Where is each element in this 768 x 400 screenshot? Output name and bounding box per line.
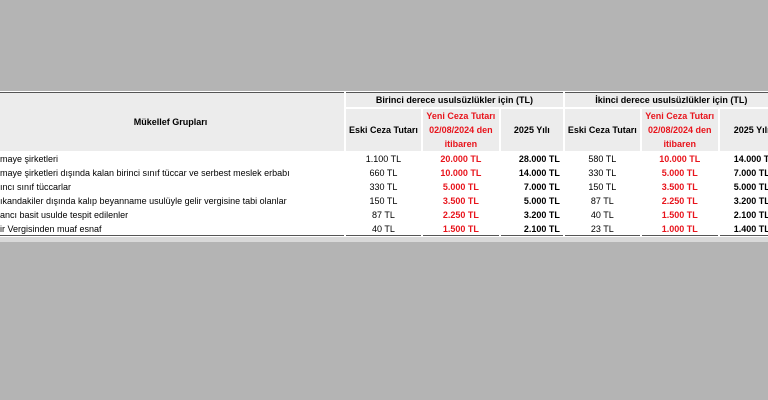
year-2025-2: 2.100 TL xyxy=(717,207,768,223)
taxpayer-group: ir Vergisinden muaf esnaf xyxy=(0,221,346,237)
first-degree-header: Birinci derece usulsüzlükler için (TL) xyxy=(344,91,565,109)
table-row: maye şirketleri 1.100 TL 20.000 TL 28.000 T… xyxy=(0,151,768,167)
taxpayer-group: ıkandakiler dışında kalıp beyanname usul… xyxy=(0,193,346,209)
year-2025-1: 14.000 TL xyxy=(498,165,565,181)
group-header: Mükellef Grupları xyxy=(0,91,346,153)
old-penalty-1: 40 TL xyxy=(344,221,423,237)
old-penalty-2: 580 TL xyxy=(562,151,642,167)
new-penalty-1: 1.500 TL xyxy=(420,221,501,237)
old-penalty-1: 87 TL xyxy=(344,207,423,223)
new-penalty-1: 2.250 TL xyxy=(420,207,501,223)
new-penalty-1: 10.000 TL xyxy=(420,165,501,181)
new-penalty-2: 10.000 TL xyxy=(639,151,720,167)
taxpayer-group: ıncı sınıf tüccarlar xyxy=(0,179,346,195)
taxpayer-group: maye şirketleri dışında kalan birinci sı… xyxy=(0,165,346,181)
old-penalty-2: 40 TL xyxy=(562,207,642,223)
spreadsheet-area: Mükellef Grupları Birinci derece usulsüz… xyxy=(0,91,768,242)
table-row: maye şirketleri dışında kalan birinci sı… xyxy=(0,165,768,181)
year-2025-1: 3.200 TL xyxy=(498,207,565,223)
new-penalty-header-2-line2: 02/08/2024 den xyxy=(647,125,712,135)
old-penalty-1: 330 TL xyxy=(344,179,423,195)
new-penalty-header-2-line3: itibaren xyxy=(663,139,696,149)
old-penalty-header-2: Eski Ceza Tutarı xyxy=(562,107,642,153)
old-penalty-1: 660 TL xyxy=(344,165,423,181)
new-penalty-1: 3.500 TL xyxy=(420,193,501,209)
old-penalty-1: 150 TL xyxy=(344,193,423,209)
table-row: ıkandakiler dışında kalıp beyanname usul… xyxy=(0,193,768,209)
year-2025-1: 2.100 TL xyxy=(498,221,565,237)
old-penalty-1: 1.100 TL xyxy=(344,151,423,167)
year-2025-2: 14.000 TL xyxy=(717,151,768,167)
second-degree-header: İkinci derece usulsüzlükler için (TL) xyxy=(562,91,768,109)
year-2025-2: 5.000 TL xyxy=(717,179,768,195)
table-row: ıncı sınıf tüccarlar 330 TL 5.000 TL 7.000 … xyxy=(0,179,768,195)
old-penalty-2: 150 TL xyxy=(562,179,642,195)
taxpayer-group: maye şirketleri xyxy=(0,151,346,167)
year-2025-1: 28.000 TL xyxy=(498,151,565,167)
new-penalty-2: 5.000 TL xyxy=(639,165,720,181)
new-penalty-header: Yeni Ceza Tutarı 02/08/2024 den itibaren xyxy=(420,107,501,153)
old-penalty-2: 330 TL xyxy=(562,165,642,181)
taxpayer-group: ancı basit usulde tespit edilenler xyxy=(0,207,346,223)
new-penalty-header-line2: 02/08/2024 den xyxy=(429,125,493,135)
new-penalty-2: 3.500 TL xyxy=(639,179,720,195)
new-penalty-2: 1.000 TL xyxy=(639,221,720,237)
old-penalty-2: 87 TL xyxy=(562,193,642,209)
new-penalty-header-line3: itibaren xyxy=(444,139,478,149)
new-penalty-header-2: Yeni Ceza Tutarı 02/08/2024 den itibaren xyxy=(639,107,720,153)
table-row: ir Vergisinden muaf esnaf 40 TL 1.500 TL 2.… xyxy=(0,221,768,237)
new-penalty-header-2-line1: Yeni Ceza Tutarı xyxy=(645,111,715,121)
year-2025-2: 3.200 TL xyxy=(717,193,768,209)
new-penalty-1: 20.000 TL xyxy=(420,151,501,167)
year-2025-2: 1.400 TL xyxy=(717,221,768,237)
year-2025-header-2: 2025 Yılı xyxy=(717,107,768,153)
old-penalty-header: Eski Ceza Tutarı xyxy=(344,107,423,153)
year-2025-1: 7.000 TL xyxy=(498,179,565,195)
table-row: ancı basit usulde tespit edilenler 87 TL 2… xyxy=(0,207,768,223)
old-penalty-2: 23 TL xyxy=(562,221,642,237)
year-2025-1: 5.000 TL xyxy=(498,193,565,209)
new-penalty-header-line1: Yeni Ceza Tutarı xyxy=(426,111,496,121)
penalty-table: Mükellef Grupları Birinci derece usulsüz… xyxy=(0,91,768,237)
year-2025-header: 2025 Yılı xyxy=(498,107,565,153)
year-2025-2: 7.000 TL xyxy=(717,165,768,181)
new-penalty-1: 5.000 TL xyxy=(420,179,501,195)
new-penalty-2: 2.250 TL xyxy=(639,193,720,209)
new-penalty-2: 1.500 TL xyxy=(639,207,720,223)
